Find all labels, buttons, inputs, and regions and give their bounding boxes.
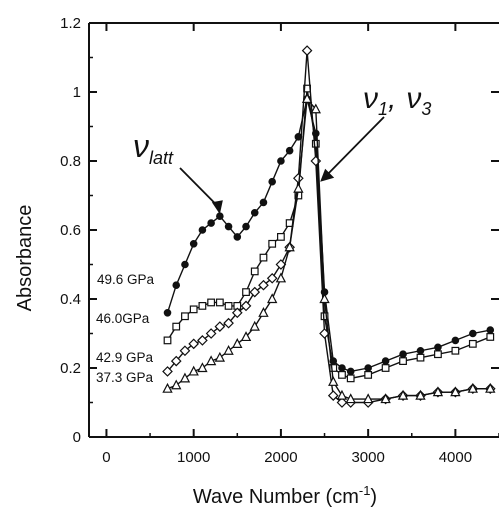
x-axis-title-superscript: -1 bbox=[359, 483, 371, 498]
series-label-37-3: 37.3 GPa bbox=[96, 370, 154, 385]
data-point-circle bbox=[164, 310, 170, 316]
data-point-square bbox=[164, 337, 171, 344]
data-point-triangle bbox=[181, 374, 189, 382]
x-tick-label: 3000 bbox=[351, 449, 384, 466]
data-point-circle bbox=[470, 330, 476, 336]
data-point-circle bbox=[382, 358, 388, 364]
data-point-square bbox=[417, 354, 424, 361]
y-tick-label: 0 bbox=[73, 429, 81, 446]
series-label-49-6: 49.6 GPa bbox=[97, 272, 155, 287]
series-label-42-9: 42.9 GPa bbox=[96, 350, 154, 365]
annotation-latt: νlatt bbox=[133, 128, 174, 168]
data-point-circle bbox=[190, 241, 196, 247]
data-point-triangle bbox=[216, 353, 224, 361]
data-point-square bbox=[278, 234, 285, 241]
y-tick-label: 0.2 bbox=[60, 360, 81, 377]
data-point-square bbox=[260, 254, 267, 261]
data-point-triangle bbox=[259, 308, 267, 316]
annotation-nu1-subscript: 1 bbox=[378, 99, 388, 119]
x-tick-label: 2000 bbox=[264, 449, 297, 466]
data-point-circle bbox=[182, 261, 188, 267]
data-point-diamond bbox=[303, 46, 312, 55]
data-point-square bbox=[190, 306, 197, 313]
data-point-circle bbox=[173, 282, 179, 288]
data-point-square bbox=[382, 365, 389, 372]
annotation-nu13: ν1, ν3 bbox=[363, 82, 431, 119]
data-point-circle bbox=[278, 158, 284, 164]
data-point-square bbox=[400, 358, 407, 365]
data-point-circle bbox=[452, 337, 458, 343]
annotation-nu3-subscript: 3 bbox=[421, 99, 431, 119]
data-point-circle bbox=[348, 368, 354, 374]
x-axis-title-suffix: ) bbox=[370, 486, 377, 508]
data-point-square bbox=[199, 303, 206, 310]
data-point-circle bbox=[243, 223, 249, 229]
y-axis-title: Absorbance bbox=[14, 205, 36, 312]
data-point-triangle bbox=[198, 364, 206, 372]
data-point-circle bbox=[365, 365, 371, 371]
data-point-square bbox=[347, 375, 354, 382]
data-point-square bbox=[339, 372, 346, 379]
annotation-comma: , bbox=[388, 82, 396, 115]
data-point-square bbox=[217, 299, 224, 306]
data-point-triangle bbox=[338, 391, 346, 399]
y-tick-label: 1 bbox=[73, 84, 81, 101]
data-point-triangle bbox=[294, 184, 302, 192]
data-point-square bbox=[470, 341, 477, 348]
data-point-square bbox=[225, 303, 232, 310]
data-point-circle bbox=[435, 344, 441, 350]
data-point-circle bbox=[339, 365, 345, 371]
data-point-square bbox=[208, 299, 215, 306]
data-point-circle bbox=[225, 223, 231, 229]
series-label-46-0: 46.0GPa bbox=[96, 311, 150, 326]
annotation-latt-subscript: latt bbox=[149, 148, 174, 168]
data-point-triangle bbox=[224, 346, 232, 354]
x-axis-title: Wave Number (cm-1) bbox=[193, 483, 377, 508]
annotation-nu3-symbol: ν bbox=[406, 82, 421, 115]
data-point-square bbox=[243, 289, 250, 296]
data-point-triangle bbox=[320, 295, 328, 303]
data-point-triangle bbox=[268, 295, 276, 303]
x-tick-label: 0 bbox=[102, 449, 110, 466]
data-point-circle bbox=[286, 147, 292, 153]
data-point-square bbox=[452, 347, 459, 354]
arrow-latt bbox=[180, 168, 218, 206]
y-tick-label: 0.8 bbox=[60, 153, 81, 170]
x-tick-label: 4000 bbox=[439, 449, 472, 466]
data-point-square bbox=[182, 313, 189, 320]
data-point-circle bbox=[417, 348, 423, 354]
series-line bbox=[168, 51, 491, 403]
data-point-triangle bbox=[172, 381, 180, 389]
series-layer bbox=[163, 46, 495, 407]
data-point-triangle bbox=[233, 339, 241, 347]
y-tick-label: 1.2 bbox=[60, 15, 81, 32]
arrow-nu13 bbox=[326, 117, 384, 176]
series-3 bbox=[163, 94, 494, 402]
data-point-triangle bbox=[251, 322, 259, 330]
annotation-latt-symbol: ν bbox=[133, 128, 149, 164]
data-point-circle bbox=[269, 179, 275, 185]
data-point-circle bbox=[234, 234, 240, 240]
x-tick-label: 1000 bbox=[177, 449, 210, 466]
data-point-circle bbox=[487, 327, 493, 333]
data-point-square bbox=[173, 323, 180, 330]
data-point-square bbox=[269, 241, 276, 248]
y-tick-label: 0.6 bbox=[60, 222, 81, 239]
data-point-circle bbox=[400, 351, 406, 357]
data-point-circle bbox=[260, 199, 266, 205]
x-axis-title-main: Wave Number (cm bbox=[193, 486, 359, 508]
data-point-circle bbox=[252, 210, 258, 216]
data-point-circle bbox=[208, 220, 214, 226]
arrowhead-latt bbox=[212, 200, 223, 214]
data-point-square bbox=[435, 351, 442, 358]
annotation-nu1-symbol: ν bbox=[363, 82, 378, 115]
data-point-square bbox=[487, 334, 494, 341]
data-point-square bbox=[365, 372, 372, 379]
y-tick-label: 0.4 bbox=[60, 291, 81, 308]
data-point-square bbox=[251, 268, 258, 275]
data-point-triangle bbox=[277, 274, 285, 282]
data-point-circle bbox=[199, 227, 205, 233]
